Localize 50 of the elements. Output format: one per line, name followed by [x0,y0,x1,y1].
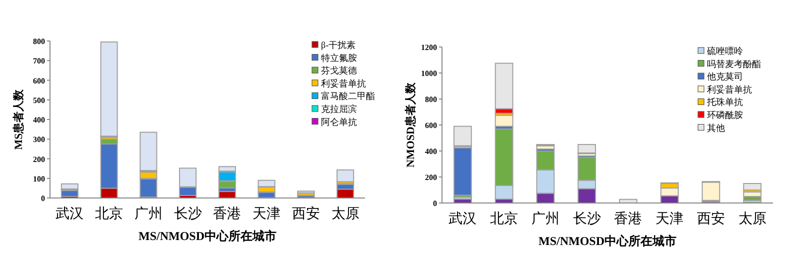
y-tick-label: 600 [425,121,437,130]
legend-label: 利妥昔单抗 [707,84,752,94]
x-tick-label: 天津 [252,206,281,222]
x-axis-title: MS/NMOSD中心所在城市 [138,229,276,243]
x-tick-label: 天津 [656,211,684,227]
legend-label: β-干扰素 [321,40,356,50]
x-tick-label: 太原 [331,206,360,222]
y-tick-label: 700 [33,56,45,66]
legend-label: 富马酸二甲酯 [321,91,375,102]
y-tick-label: 200 [33,154,45,164]
x-tick-label: 香港 [213,206,242,222]
y-tick-label: 100 [33,174,45,184]
x-tick-label: 长沙 [174,206,202,222]
y-tick-label: 200 [425,173,437,182]
x-tick-label: 北京 [95,206,124,222]
x-tick-label: 香港 [614,211,642,227]
y-tick-label: 600 [33,76,45,86]
legend-label: 吗替麦考酚酯 [707,58,761,69]
x-tick-label: 广州 [531,211,560,227]
x-tick-label: 西安 [292,206,320,222]
y-tick-label: 800 [425,95,437,104]
legend-label: 阿仑单抗 [321,116,357,127]
legend-label: 他克莫司 [707,72,743,82]
y-tick-label: 1200 [421,43,437,52]
legend-label: 芬戈莫德 [321,66,357,76]
y-tick-label: 300 [33,135,45,144]
y-tick-label: 500 [33,96,45,105]
legend-label: 其他 [707,122,725,133]
y-tick-label: 800 [33,37,45,46]
x-tick-label: 武汉 [56,206,84,222]
y-tick-label: 1000 [421,69,437,78]
x-tick-label: 北京 [490,211,518,227]
legend-label: 特立氟胺 [321,52,357,63]
legend-label: 利妥昔单抗 [321,78,366,88]
legend-label: 托珠单抗 [706,97,743,108]
legend-label: 克拉屈滨 [321,104,357,114]
x-axis-title: MS/NMOSD中心所在城市 [538,234,676,248]
legend-label: 硫唑嘌呤 [707,46,743,56]
y-axis-title: NMOSD患者人数 [404,82,417,168]
y-tick-label: 400 [33,116,45,124]
x-tick-label: 西安 [696,211,725,227]
x-tick-label: 太原 [738,211,766,227]
legend-label: 环磷酰胺 [707,110,743,120]
y-tick-label: 0 [41,194,45,203]
x-tick-label: 武汉 [448,211,477,227]
y-tick-label: 400 [425,147,437,156]
x-tick-label: 广州 [134,206,162,222]
y-axis-title: MS患者人数 [12,88,25,150]
y-tick-label: 0 [433,199,437,208]
x-tick-label: 长沙 [572,211,601,227]
